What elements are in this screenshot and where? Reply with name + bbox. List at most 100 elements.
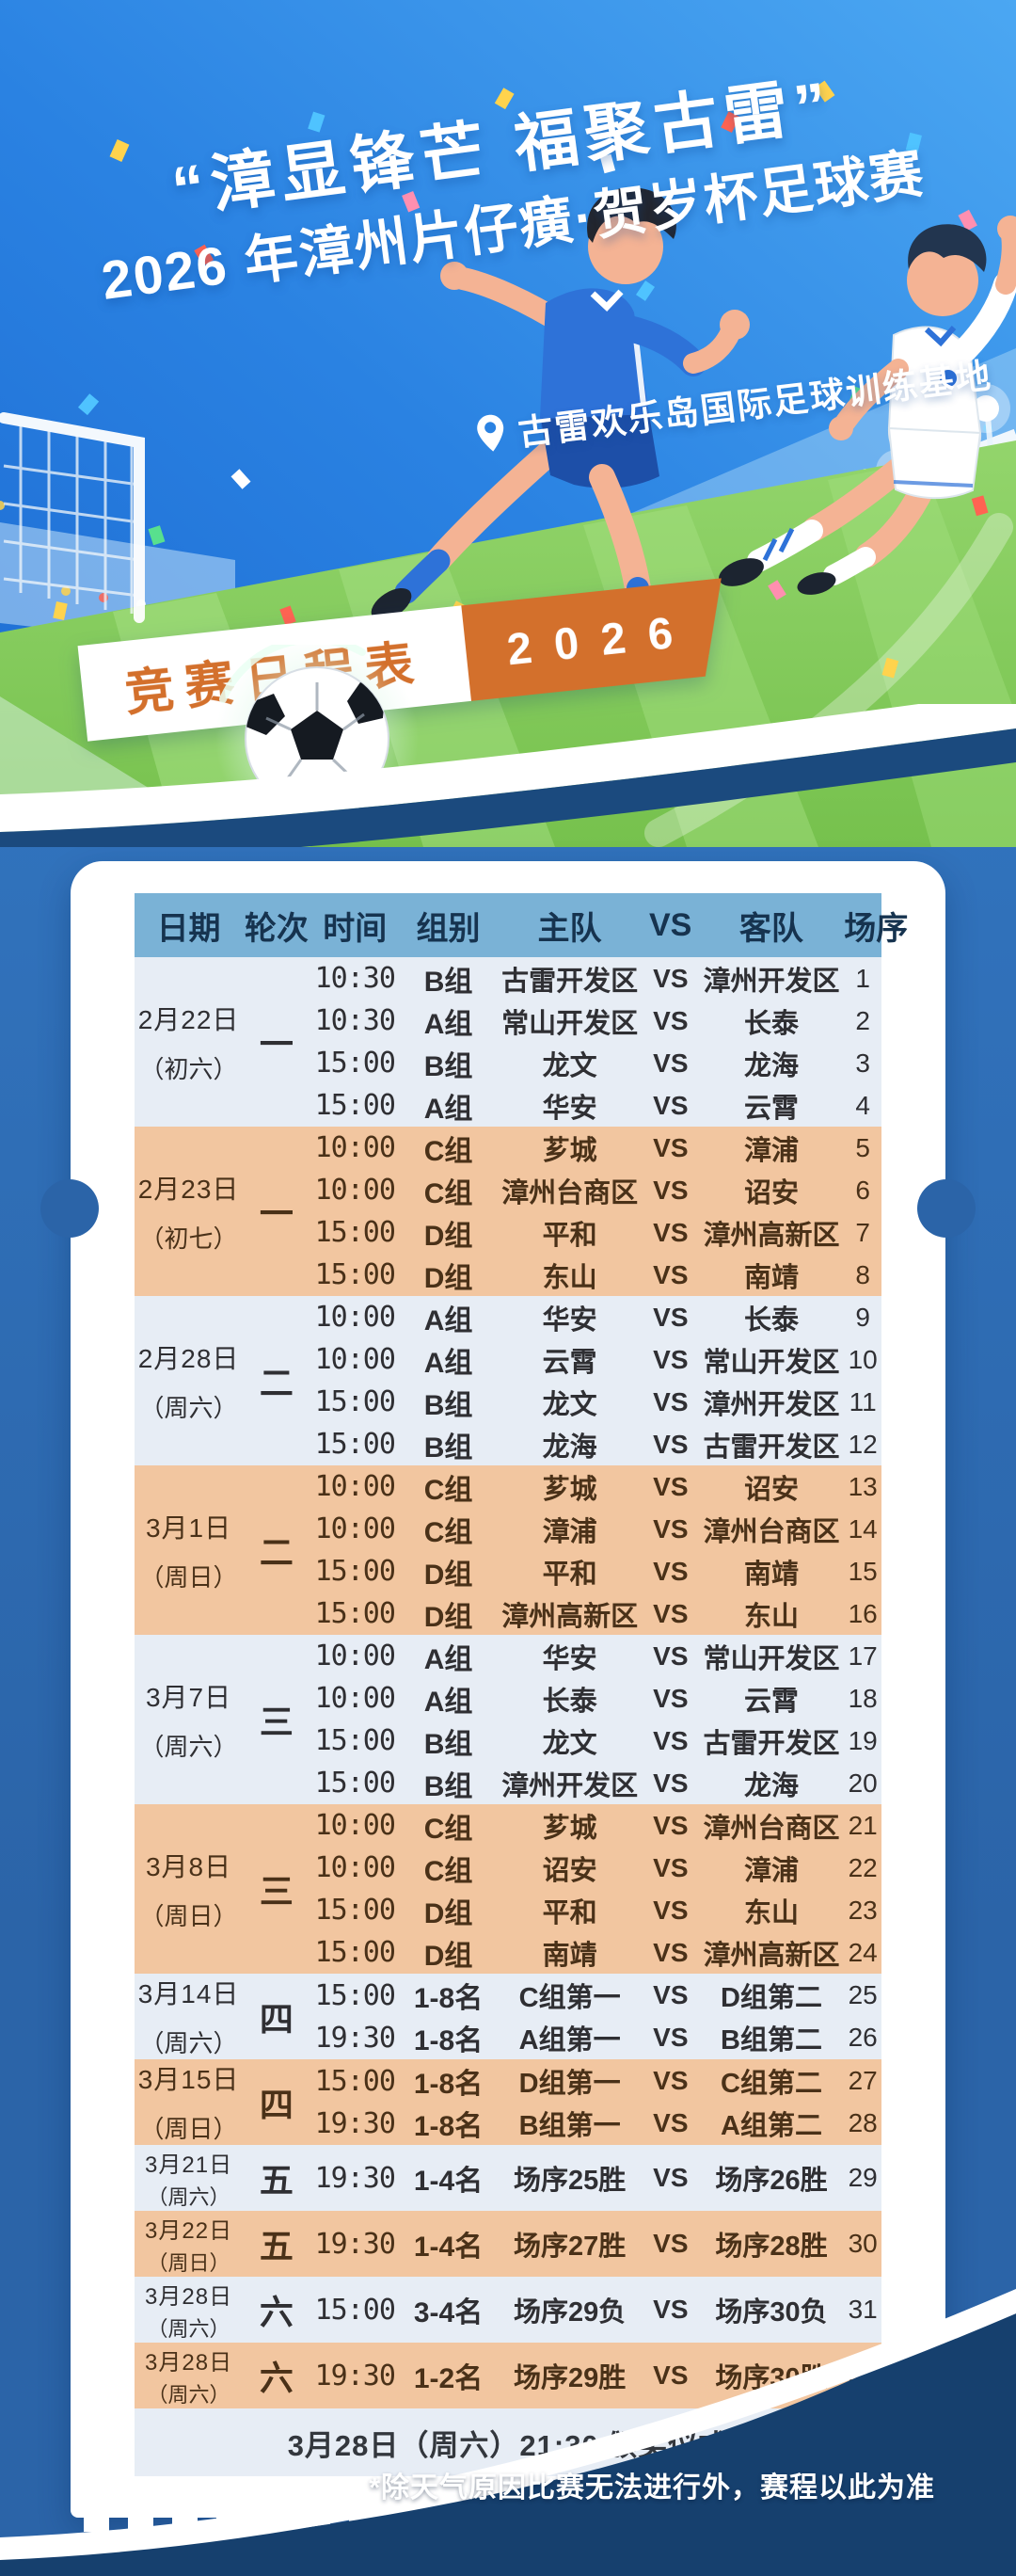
schedule-section: 3月1日 （周日）二 10:00 C组 芗城 VS 诏安 13 10:00 C组 漳浦 VS 漳州台商区… (135, 1465, 881, 1635)
round-cell: 二 (243, 1296, 310, 1465)
table-row: 19:30 1-8名 A组第一 VS B组第二 26 (310, 2017, 881, 2059)
home-team-cell: 古雷开发区 (501, 966, 639, 997)
home-team-cell: 漳州开发区 (501, 1770, 639, 1801)
round-cell: 三 (243, 1804, 310, 1974)
match-number-cell: 6 (855, 1175, 870, 1205)
round-text: 四 (259, 1999, 294, 2039)
time-cell: 15:00 (314, 2064, 396, 2098)
vs-cell: VS (653, 1175, 689, 1205)
round-text: 四 (259, 2085, 294, 2124)
vs-cell: VS (653, 2229, 689, 2258)
header-vs: VS (648, 906, 692, 943)
table-row: 19:30 1-4名 场序27胜 VS 场序28胜 30 (310, 2211, 881, 2277)
home-team-cell: 龙文 (542, 1389, 597, 1420)
time-cell: 15:00 (314, 1216, 396, 1249)
ticket-notch-left (40, 1179, 99, 1238)
round-text: 一 (259, 1025, 294, 1064)
date-text: 2月23日 (137, 1174, 240, 1204)
date-text: 2月22日 (137, 1004, 240, 1034)
match-rows: 10:30 B组 古雷开发区 VS 漳州开发区 1 10:30 A组 常山开发区 VS 长泰 2 15:… (310, 957, 881, 1127)
vs-cell: VS (653, 1852, 689, 1882)
time-cell: 15:00 (314, 1258, 396, 1291)
weekday-text: （周日） (147, 2250, 230, 2275)
away-team-cell: 南靖 (744, 1262, 800, 1293)
group-cell: A组 (423, 1643, 473, 1675)
time-cell: 15:00 (314, 1555, 396, 1588)
vs-cell: VS (653, 1725, 689, 1755)
vs-cell: VS (653, 1090, 689, 1120)
weekday-text: （周六） (147, 2316, 230, 2341)
time-cell: 15:00 (314, 2293, 396, 2327)
header-round: 轮次 (244, 910, 309, 947)
group-cell: B组 (423, 1728, 473, 1760)
vs-cell: VS (653, 1302, 689, 1332)
group-cell: 1-8名 (413, 2111, 484, 2142)
date-text: 2月28日 (137, 1343, 240, 1373)
weather-disclaimer: *除天气原因比赛无法进行外，赛程以此为准 (369, 2472, 935, 2504)
table-row: 15:00 3-4名 场序29负 VS 场序30负 31 (310, 2277, 881, 2343)
weekday-text: （初六） (139, 1054, 238, 1083)
date-text: 3月22日 (145, 2217, 233, 2244)
schedule-sections: 2月22日 （初六）一 10:30 B组 古雷开发区 VS 漳州开发区 1 10:30 A组 常山开… (135, 957, 881, 2408)
away-team-cell: 常山开发区 (703, 1643, 840, 1674)
group-cell: A组 (423, 1347, 473, 1379)
time-cell: 19:30 (314, 2359, 396, 2392)
match-number-cell: 21 (848, 1810, 878, 1840)
table-row: 15:00 1-8名 C组第一 VS D组第二 25 (310, 1975, 881, 2017)
match-rows: 15:00 1-8名 D组第一 VS C组第二 27 19:30 1-8名 B组第一 VS A组第二… (310, 2059, 881, 2145)
match-number-cell: 31 (848, 2295, 878, 2324)
time-cell: 10:00 (314, 1640, 396, 1672)
match-number-cell: 12 (848, 1429, 878, 1459)
away-team-cell: 诏安 (744, 1177, 800, 1208)
home-team-cell: 南靖 (542, 1940, 597, 1971)
away-team-cell: 龙海 (744, 1050, 800, 1081)
away-team-cell: 云霄 (744, 1686, 800, 1717)
vs-cell: VS (653, 1429, 689, 1459)
home-team-cell: 芗城 (542, 1135, 597, 1166)
home-team-cell: 诏安 (542, 1855, 597, 1886)
group-cell: 3-4名 (413, 2297, 484, 2328)
time-cell: 10:00 (314, 1809, 396, 1842)
date-cell: 3月8日 （周日） (135, 1804, 243, 1974)
schedule-section: 3月21日 （周六） 五 19:30 1-4名 场序25胜 VS 场序26胜 29 (135, 2145, 881, 2211)
vs-cell: VS (653, 1471, 689, 1501)
away-team-cell: A组第二 (721, 2111, 822, 2141)
vs-cell: VS (653, 1259, 689, 1289)
date-cell: 2月23日 （初七） (135, 1127, 243, 1296)
match-number-cell: 3 (855, 1048, 870, 1078)
schedule-section: 2月28日 （周六）二 10:00 A组 华安 VS 长泰 9 10:00 A组 云霄 VS 常山开发区… (135, 1296, 881, 1465)
table-row: 15:00 B组 龙文 VS 龙海 3 (310, 1042, 881, 1084)
award-ceremony-text: 3月28日（周六）21:30 颁奖仪式 (287, 2428, 729, 2462)
table-row: 10:00 C组 漳浦 VS 漳州台商区 14 (310, 1508, 881, 1550)
weekday-text: （周日） (139, 1562, 238, 1592)
group-cell: C组 (423, 1855, 473, 1887)
home-team-cell: 平和 (542, 1559, 597, 1590)
table-row: 15:00 D组 平和 VS 漳州高新区 7 (310, 1211, 881, 1254)
away-team-cell: 东山 (744, 1601, 800, 1632)
table-row: 15:00 B组 龙文 VS 古雷开发区 19 (310, 1720, 881, 1762)
home-team-cell: 长泰 (542, 1686, 597, 1717)
vs-cell: VS (653, 2066, 689, 2095)
header-time: 时间 (323, 910, 388, 947)
match-rows: 15:00 1-8名 C组第一 VS D组第二 25 19:30 1-8名 A组第一 VS B组第二… (310, 1974, 881, 2059)
wave-transition-graphic (0, 704, 1016, 847)
home-team-cell: 芗城 (542, 1813, 597, 1844)
round-cell: 三 (243, 1635, 310, 1804)
schedule-section: 3月14日 （周六） 四 15:00 1-8名 C组第一 VS D组第二 25 19:30 1-8名… (135, 1974, 881, 2059)
vs-cell: VS (653, 1005, 689, 1035)
date-text: 3月1日 (145, 1512, 232, 1543)
home-team-cell: 芗城 (542, 1474, 597, 1505)
away-team-cell: 场序30胜 (715, 2363, 828, 2393)
round-cell: 五 (243, 2211, 310, 2277)
table-row: 15:00 B组 漳州开发区 VS 龙海 20 (310, 1762, 881, 1804)
match-number-cell: 7 (855, 1217, 870, 1247)
time-cell: 15:00 (314, 1089, 396, 1122)
vs-cell: VS (653, 1683, 689, 1713)
table-row: 10:00 A组 华安 VS 常山开发区 17 (310, 1635, 881, 1677)
player-blue-graphic (371, 187, 750, 672)
match-number-cell: 13 (848, 1471, 878, 1501)
table-row: 10:30 A组 常山开发区 VS 长泰 2 (310, 1000, 881, 1042)
table-row: 10:00 A组 长泰 VS 云霄 18 (310, 1677, 881, 1720)
schedule-section: 3月7日 （周六）三 10:00 A组 华安 VS 常山开发区 17 10:00 A组 长泰 VS 云霄… (135, 1635, 881, 1804)
